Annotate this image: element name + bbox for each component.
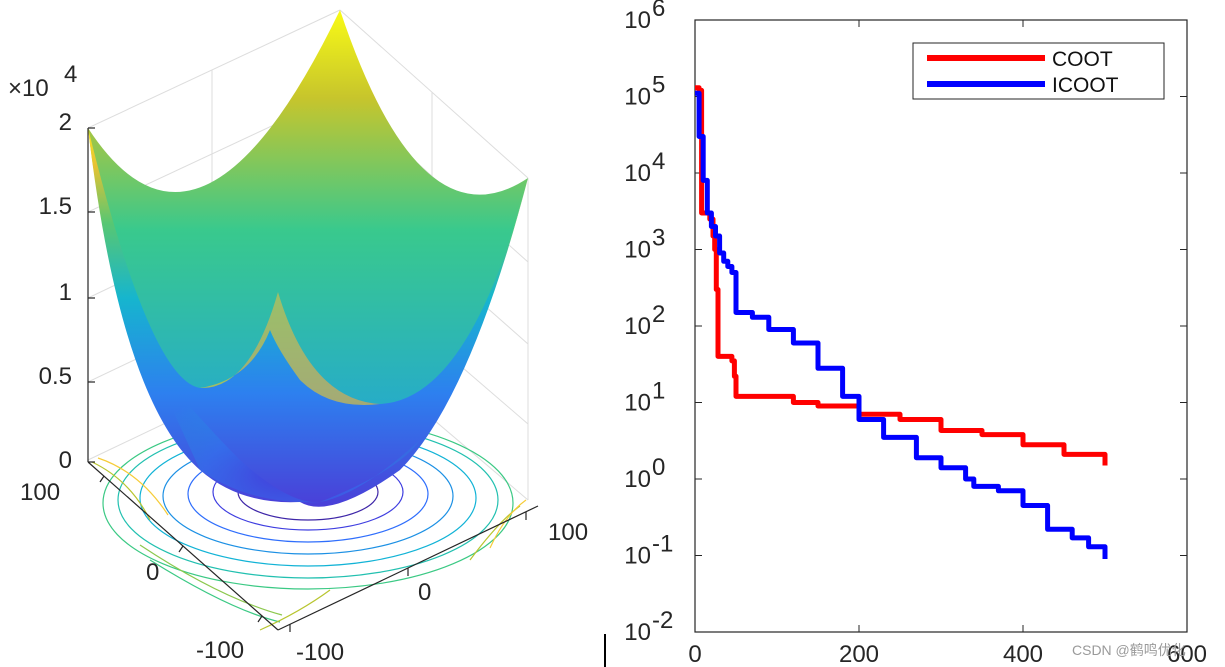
- z-exponent: ×10 4: [8, 61, 77, 102]
- y-tick-label: 10: [624, 313, 651, 340]
- y-tick-label: 10: [624, 7, 651, 34]
- x-tick-label: 200: [839, 641, 879, 667]
- y-tick-label: 10: [624, 619, 651, 646]
- y-tick: 0: [146, 559, 159, 586]
- y-tick-label: 10: [624, 543, 651, 570]
- y-tick-label: 10: [624, 390, 651, 417]
- surface-back: [88, 10, 528, 450]
- y-tick-label: 10: [624, 160, 651, 187]
- y-tick-label: 10: [624, 84, 651, 111]
- z-tick: 1: [59, 279, 72, 306]
- surface-front: [88, 128, 528, 507]
- y-tick-exponent: 2: [652, 301, 665, 328]
- y-tick-exponent: 5: [652, 72, 665, 99]
- y-tick-exponent: 3: [652, 225, 665, 252]
- y-tick-label: 10: [624, 237, 651, 264]
- z-tick: 2: [59, 109, 72, 136]
- y-tick-exponent: 0: [652, 454, 665, 481]
- x-tick-label: 600: [1167, 641, 1207, 667]
- plot-area: [694, 19, 1188, 633]
- contour-rings: [91, 416, 527, 631]
- y-tick-labels: 100 0 -100: [20, 479, 244, 664]
- z-tick: 1.5: [39, 193, 72, 220]
- x-tick: -100: [296, 639, 344, 666]
- surface-plot: 2 1.5 1 0.5 0 ×10 4 100 0 -100 -100 0 10…: [8, 9, 588, 666]
- x-axis: 0 200 400 600: [688, 20, 1207, 667]
- y-tick: -100: [196, 637, 244, 664]
- z-tick: 0.5: [39, 363, 72, 390]
- x-tick-label: 400: [1003, 641, 1043, 667]
- x-tick-label: 0: [688, 641, 701, 667]
- x-tick-labels: -100 0 100: [296, 519, 588, 666]
- y-tick-exponent: -1: [652, 531, 673, 558]
- surface-front-cusp: [200, 292, 380, 405]
- legend-box: [912, 42, 1165, 100]
- y-tick-exponent: 1: [652, 378, 665, 405]
- z-tick: 0: [59, 447, 72, 474]
- y-tick-exponent: 6: [652, 0, 665, 22]
- z-tick-labels: 2 1.5 1 0.5 0: [39, 109, 72, 474]
- legend-label-coot: COOT: [1052, 48, 1113, 71]
- y-tick-exponent: -2: [652, 607, 673, 634]
- x-tick: 0: [418, 579, 431, 606]
- y-tick-exponent: 4: [652, 148, 665, 175]
- surface-bowl-shade: [150, 360, 420, 503]
- y-tick-label: 10: [624, 466, 651, 493]
- legend: COOT ICOOT: [912, 42, 1165, 100]
- watermark: CSDN @鹤鸣优化: [1072, 642, 1186, 658]
- z-exponent-base: ×10: [8, 75, 49, 102]
- surface-axes: [87, 127, 539, 632]
- series-line-icoot: [695, 90, 1108, 559]
- legend-label-icoot: ICOOT: [1052, 74, 1119, 97]
- x-tick: 100: [548, 519, 588, 546]
- y-tick: 100: [20, 479, 60, 506]
- z-exponent-power: 4: [64, 61, 77, 88]
- series-lines: [695, 85, 1108, 559]
